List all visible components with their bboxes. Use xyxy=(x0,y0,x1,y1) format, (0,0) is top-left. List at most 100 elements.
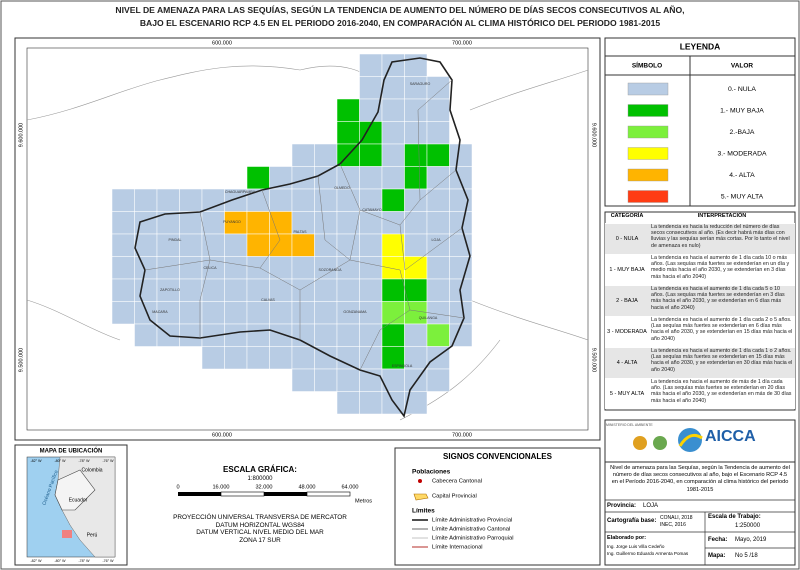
hazard-cell xyxy=(179,278,203,302)
hazard-cell xyxy=(111,211,135,235)
hazard-cell xyxy=(111,278,135,302)
hazard-cell xyxy=(404,188,428,212)
hazard-cell xyxy=(314,278,338,302)
interpretation-table: CATEGORÍA INTERPRETACIÓN 0 - NULA La tenden… xyxy=(605,212,795,410)
logo-mark xyxy=(633,428,703,452)
hazard-cell xyxy=(449,143,473,167)
scale-tick: 48.000 xyxy=(298,484,315,490)
hazard-cell xyxy=(179,256,203,280)
scale-segment xyxy=(264,492,307,496)
hazard-cell xyxy=(426,256,450,280)
info-value: No 5 /18 xyxy=(735,553,758,559)
hazard-cell xyxy=(269,256,293,280)
hazard-cell xyxy=(381,278,405,302)
hazard-cell xyxy=(426,188,450,212)
legend-label: 2.-BAJA xyxy=(730,129,755,136)
place-label: PALTAS xyxy=(294,230,308,234)
place-label: ESPINDOLA xyxy=(392,364,413,368)
hazard-cell xyxy=(291,233,315,257)
hazard-cell xyxy=(426,121,450,145)
signs-box xyxy=(394,447,601,566)
legend-swatch xyxy=(627,168,669,182)
hazard-cell xyxy=(381,76,405,100)
hazard-cell xyxy=(156,188,180,212)
info-value: LOJA xyxy=(643,503,659,509)
lon-label: -76° W xyxy=(102,459,114,463)
scale-segment xyxy=(306,491,351,497)
hazard-cell xyxy=(381,256,405,280)
hazard-cell xyxy=(381,301,405,325)
hazard-cell xyxy=(134,323,158,347)
hazard-cell xyxy=(179,188,203,212)
hazard-cell xyxy=(111,233,135,257)
hazard-cell xyxy=(359,368,383,392)
sign-label: Cabecera Cantonal xyxy=(432,479,482,485)
hazard-cell xyxy=(359,233,383,257)
hazard-cell xyxy=(269,233,293,257)
hazard-cell xyxy=(336,346,360,370)
hazard-cell xyxy=(381,143,405,167)
logo-globe xyxy=(678,428,702,452)
scale-bar xyxy=(178,491,351,497)
hazard-cell xyxy=(314,143,338,167)
lon-label: -78° W xyxy=(78,559,90,563)
scale-labels: 0 16.000 32.000 48.000 64.000 Metros xyxy=(176,484,372,504)
hazard-cell xyxy=(134,256,158,280)
lon-label: -80° W xyxy=(54,559,66,563)
scale-unit: Metros xyxy=(355,498,372,504)
table-header: INTERPRETACIÓN xyxy=(697,213,747,219)
info-label: Mapa: xyxy=(708,553,726,559)
hazard-cell xyxy=(336,323,360,347)
scale-title: ESCALA GRÁFICA: xyxy=(223,465,297,474)
hazard-cell xyxy=(381,188,405,212)
hazard-cell xyxy=(246,301,270,325)
lon-label: -82° W xyxy=(30,559,42,563)
place-labels: SARAGURO CHAGUARPAMBA OLMEDO PALTAS CATAMAYO… xyxy=(152,82,441,368)
signs-title: SIGNOS CONVENCIONALES xyxy=(443,452,552,461)
canton-boundaries xyxy=(144,79,465,371)
hazard-cell xyxy=(246,323,270,347)
location-highlight xyxy=(62,530,72,538)
hazard-cell xyxy=(314,323,338,347)
sign-label: Límite Internacional xyxy=(432,545,483,551)
hazard-cell xyxy=(179,233,203,257)
legend-label: 0.- NULA xyxy=(728,86,756,93)
hazard-cell xyxy=(314,211,338,235)
category-cell: 1 - MUY BAJA xyxy=(605,254,649,285)
place-label: CELICA xyxy=(204,266,218,270)
interpretation-cell: La tendencia es hacia el aumento de 1 dí… xyxy=(649,347,795,378)
hazard-cell xyxy=(224,301,248,325)
scale-segment xyxy=(220,491,265,497)
hazard-cell xyxy=(404,53,428,77)
hazard-cell xyxy=(269,323,293,347)
hazard-cell xyxy=(111,256,135,280)
hazard-cell xyxy=(291,368,315,392)
legend-title: LEYENDA xyxy=(680,41,721,51)
hazard-cell xyxy=(381,98,405,122)
sign-capital xyxy=(413,493,429,501)
hazard-cell xyxy=(381,166,405,190)
place-label: PUYANGO xyxy=(223,220,241,224)
hazard-cell xyxy=(246,233,270,257)
hazard-cell xyxy=(404,143,428,167)
legend-label: 4.- ALTA xyxy=(729,172,755,179)
hazard-cell xyxy=(426,278,450,302)
hazard-cell xyxy=(246,166,270,190)
hazard-cell xyxy=(179,301,203,325)
country-label: Colombia xyxy=(81,467,102,473)
map-inner-frame xyxy=(26,47,589,431)
lon-label: -78° W xyxy=(78,459,90,463)
legend-label: 3.- MODERADA xyxy=(717,150,767,157)
sign-label: Límite Administrativo Provincial xyxy=(432,518,512,524)
scale-tick: 16.000 xyxy=(212,484,229,490)
info-label: Provincia: xyxy=(607,503,637,509)
hazard-cell xyxy=(359,346,383,370)
hazard-cell xyxy=(269,188,293,212)
legend-swatch xyxy=(627,104,669,117)
hazard-cell xyxy=(381,121,405,145)
hazard-cell xyxy=(201,301,225,325)
hazard-cell xyxy=(246,346,270,370)
projection-line: DATUM VERTICAL NIVEL MEDIO DEL MAR xyxy=(196,529,324,537)
info-value: INEC, 2016 xyxy=(660,522,686,528)
